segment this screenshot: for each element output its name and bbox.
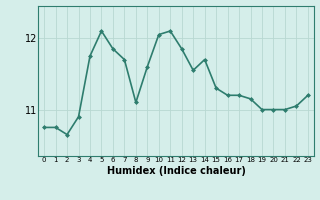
X-axis label: Humidex (Indice chaleur): Humidex (Indice chaleur) — [107, 166, 245, 176]
